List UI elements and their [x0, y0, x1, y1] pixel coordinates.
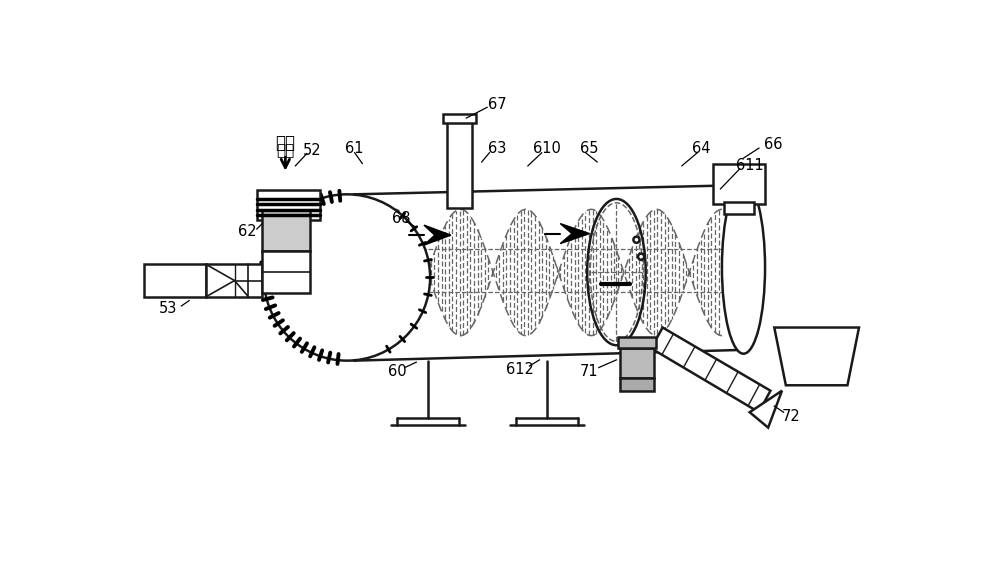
Text: 64: 64 [692, 141, 710, 156]
Ellipse shape [337, 194, 372, 361]
Text: 72: 72 [782, 409, 801, 424]
Bar [447, 120, 472, 208]
Bar [262, 210, 310, 251]
Text: 68: 68 [392, 211, 410, 226]
Bar [620, 348, 654, 378]
Polygon shape [774, 328, 859, 386]
Bar [262, 251, 310, 293]
Text: 65: 65 [580, 141, 599, 156]
Polygon shape [206, 264, 262, 297]
Text: 61: 61 [345, 141, 364, 156]
Text: 71: 71 [580, 364, 599, 379]
Circle shape [638, 253, 644, 260]
Text: 63: 63 [488, 141, 506, 156]
Text: 610: 610 [533, 141, 561, 156]
Text: 60: 60 [388, 364, 406, 379]
Bar [620, 378, 654, 391]
Bar [257, 191, 320, 220]
Text: 62: 62 [238, 224, 256, 239]
Text: 53: 53 [158, 301, 177, 316]
Bar [713, 164, 765, 204]
Polygon shape [750, 391, 782, 428]
Bar [724, 202, 754, 214]
Bar [443, 114, 476, 124]
Text: 612: 612 [506, 362, 534, 378]
Circle shape [264, 194, 430, 361]
Text: 进料: 进料 [276, 143, 294, 158]
Text: 52: 52 [303, 143, 322, 158]
Text: 进料: 进料 [275, 134, 295, 152]
Polygon shape [424, 225, 451, 245]
Ellipse shape [722, 181, 765, 354]
Text: 611: 611 [736, 158, 764, 174]
Bar [144, 264, 206, 297]
Text: 66: 66 [764, 137, 782, 152]
Text: 67: 67 [488, 97, 506, 112]
Polygon shape [560, 223, 590, 244]
Circle shape [633, 236, 640, 243]
Bar [618, 337, 656, 348]
Polygon shape [651, 328, 770, 412]
